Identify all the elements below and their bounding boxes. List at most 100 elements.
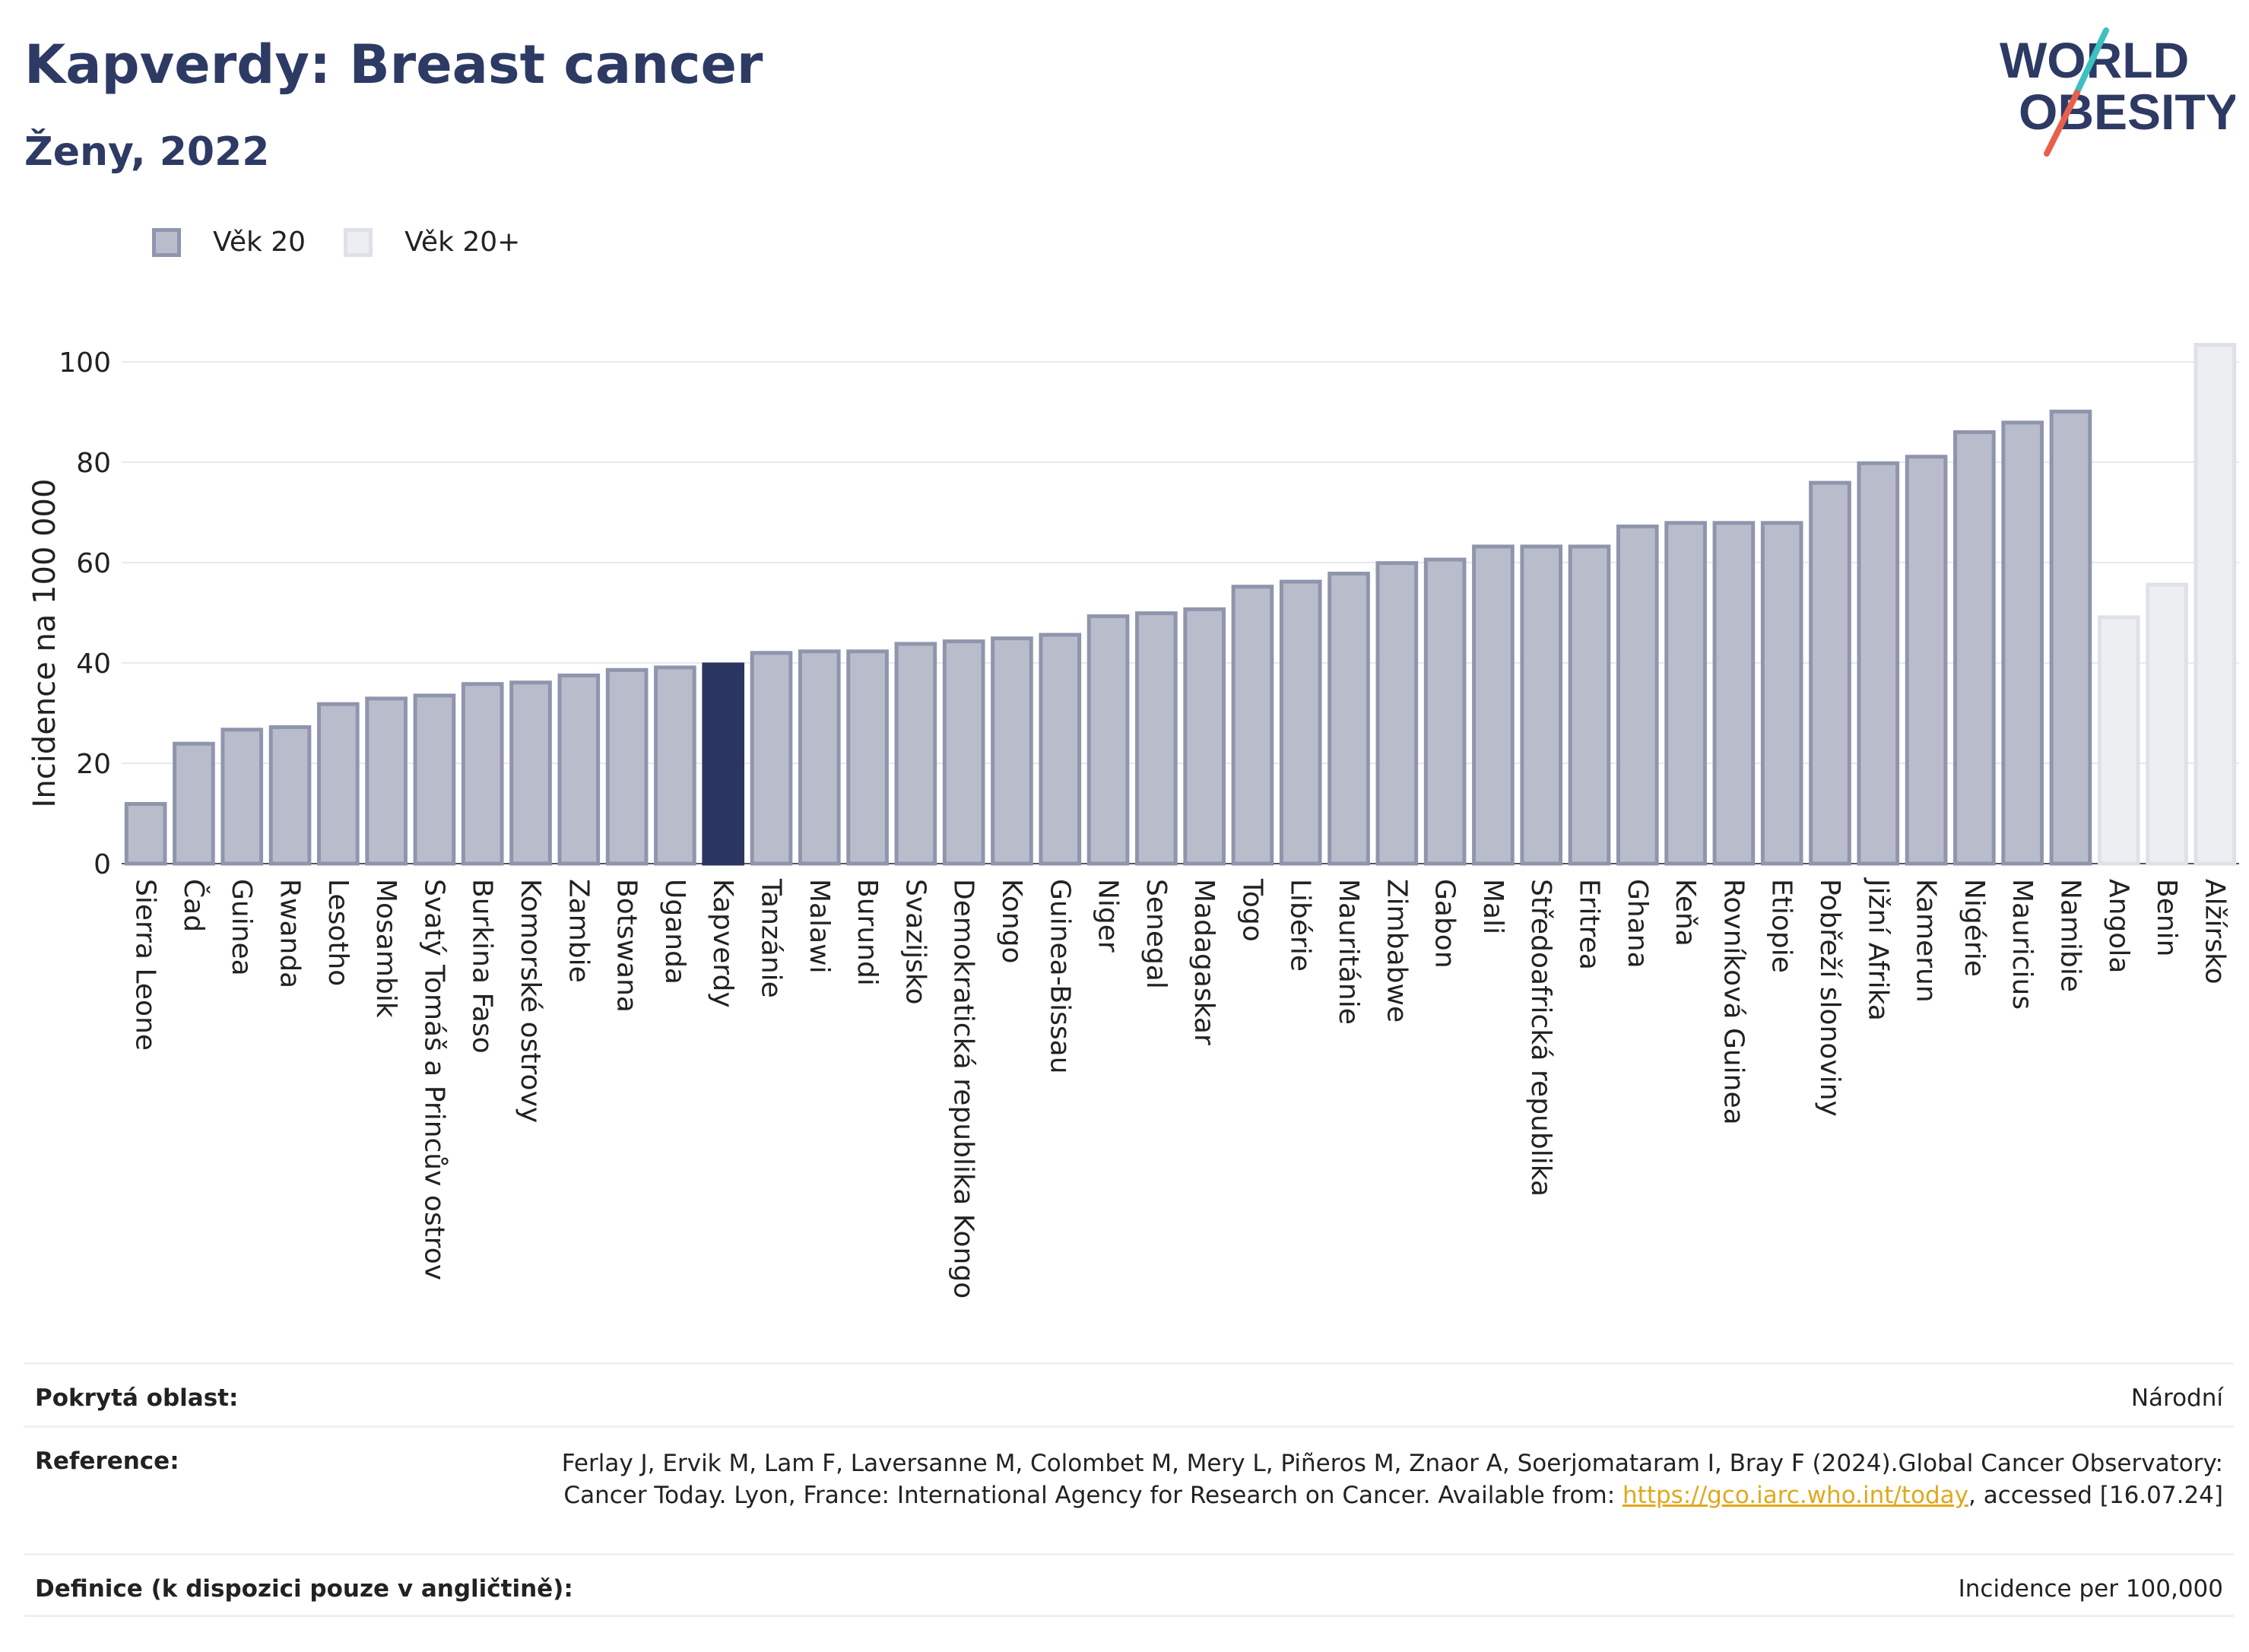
x-tick-label: Namibie xyxy=(2054,879,2086,992)
reference-accessed: , accessed [16.07.24] xyxy=(1968,1482,2223,1509)
x-tick-label: Komorské ostrovy xyxy=(515,879,546,1123)
x-tick-label: Libérie xyxy=(1285,879,1316,972)
y-tick-label: 40 xyxy=(76,648,111,680)
bar xyxy=(846,649,889,866)
x-tick-label: Burundi xyxy=(852,879,883,986)
legend-label-vek20plus: Věk 20+ xyxy=(404,227,521,258)
x-tick-label: Sierra Leone xyxy=(130,879,161,1051)
bar-chart: 0 20 40 60 80 100 Incidence na 100 000 Sierra L… xyxy=(27,343,2239,1298)
chart-title: Kapverdy: Breast cancer xyxy=(24,33,763,96)
bar xyxy=(557,674,601,866)
x-tick-label: Botswana xyxy=(611,879,642,1013)
x-tick-label: Mauricius xyxy=(2006,879,2038,1010)
x-tick-label: Guinea xyxy=(226,879,257,976)
x-tick-label: Senegal xyxy=(1140,879,1172,989)
x-tick-label: Zambie xyxy=(563,879,594,983)
x-tick-label: Mosambik xyxy=(370,879,401,1018)
x-tick-label: Niger xyxy=(1093,879,1124,953)
footer-coverage-row: Pokrytá oblast: Národní xyxy=(24,1362,2234,1425)
logo-line2: OBESITY xyxy=(2019,84,2235,140)
bar xyxy=(1809,480,1851,866)
coverage-label: Pokrytá oblast: xyxy=(35,1384,239,1412)
bar xyxy=(1183,607,1226,866)
bar xyxy=(1664,521,1707,866)
bar xyxy=(173,741,215,866)
definition-label: Definice (k dispozici pouze v angličtině… xyxy=(35,1575,573,1603)
bar xyxy=(124,801,167,866)
y-tick-label: 100 xyxy=(59,347,111,379)
legend-swatch-vek20plus xyxy=(344,227,373,257)
footer-reference-row: Reference: Ferlay J, Ervik M, Lam F, Lav… xyxy=(24,1425,2234,1553)
logo-slash-teal xyxy=(2073,27,2109,98)
bar xyxy=(1423,557,1467,866)
reference-link[interactable]: https://gco.iarc.who.int/today xyxy=(1623,1482,1968,1509)
y-tick-label: 60 xyxy=(76,548,111,579)
bar xyxy=(1905,455,1948,866)
x-tick-label: Kongo xyxy=(996,879,1027,964)
y-axis-title: Incidence na 100 000 xyxy=(27,479,62,808)
bar xyxy=(750,651,793,866)
x-tick-label: Gabon xyxy=(1429,879,1461,969)
x-tick-label: Svazijsko xyxy=(899,879,931,1004)
bar xyxy=(1472,544,1515,866)
bar xyxy=(2001,420,2044,866)
x-tick-label: Uganda xyxy=(659,879,690,985)
bar xyxy=(317,702,360,866)
bar xyxy=(702,662,745,866)
reference-text: Ferlay J, Ervik M, Lam F, Laversanne M, … xyxy=(561,1450,2223,1509)
bar xyxy=(605,667,649,866)
legend-item-vek20plus[interactable]: Věk 20+ xyxy=(344,227,520,258)
x-tick-label: Čad xyxy=(178,879,210,932)
x-tick-label: Pobřeží slonoviny xyxy=(1814,879,1845,1117)
bar xyxy=(1568,544,1611,866)
coverage-value: Národní xyxy=(2130,1384,2223,1412)
bar xyxy=(2193,343,2237,866)
footer-definition-row: Definice (k dispozici pouze v angličtině… xyxy=(24,1553,2234,1617)
bar xyxy=(1231,585,1274,866)
bar xyxy=(509,680,552,866)
chart-legend: Věk 20 Věk 20+ xyxy=(152,227,558,258)
bar xyxy=(1857,461,1900,866)
x-tick-label: Togo xyxy=(1236,878,1267,942)
x-tick-label: Angola xyxy=(2103,879,2134,973)
x-tick-label: Tanzánie xyxy=(755,878,786,998)
bar xyxy=(2097,615,2140,866)
x-tick-label: Nigérie xyxy=(1959,879,1990,977)
x-tick-label: Rovníková Guinea xyxy=(1718,879,1749,1125)
x-tick-label: Mauritánie xyxy=(1333,879,1364,1025)
bar xyxy=(365,696,408,866)
reference-value: Ferlay J, Ervik M, Lam F, Laversanne M, … xyxy=(550,1447,2223,1511)
bar xyxy=(220,728,264,866)
x-tick-label: Kapverdy xyxy=(707,879,738,1008)
logo-slash-red xyxy=(2044,90,2080,157)
bar xyxy=(1135,611,1178,866)
legend-item-vek20[interactable]: Věk 20 xyxy=(152,227,306,258)
x-tick-label: Demokratická republika Kongo xyxy=(948,879,979,1298)
x-tick-label: Jižní Afrika xyxy=(1862,877,1893,1021)
x-tick-label: Malawi xyxy=(804,879,835,974)
legend-swatch-vek20 xyxy=(152,227,181,257)
x-tick-label: Burkina Faso xyxy=(467,879,498,1054)
x-tick-label: Benin xyxy=(2151,879,2182,956)
bar xyxy=(1375,561,1419,866)
x-tick-label: Rwanda xyxy=(274,879,306,988)
x-tick-label: Madagaskar xyxy=(1188,879,1220,1045)
bar xyxy=(1086,614,1130,866)
bar xyxy=(1520,544,1563,866)
bar xyxy=(1712,521,1756,866)
x-tick-label: Etiopie xyxy=(1766,879,1797,973)
bar xyxy=(268,725,312,866)
x-tick-label: Mali xyxy=(1477,879,1508,934)
bar xyxy=(654,665,696,866)
reference-label: Reference: xyxy=(35,1447,179,1475)
bar xyxy=(1279,579,1322,866)
x-tick-label: Středoafrická republika xyxy=(1525,879,1556,1197)
bar xyxy=(1760,521,1803,866)
x-tick-label: Alžírsko xyxy=(2199,879,2230,985)
x-tick-label: Ghana xyxy=(1622,879,1653,969)
legend-label-vek20: Věk 20 xyxy=(213,227,306,258)
x-tick-label: Zimbabwe xyxy=(1381,879,1412,1023)
x-tick-label: Guinea-Bissau xyxy=(1044,879,1075,1074)
bar xyxy=(1328,572,1370,866)
bar xyxy=(2146,582,2188,866)
